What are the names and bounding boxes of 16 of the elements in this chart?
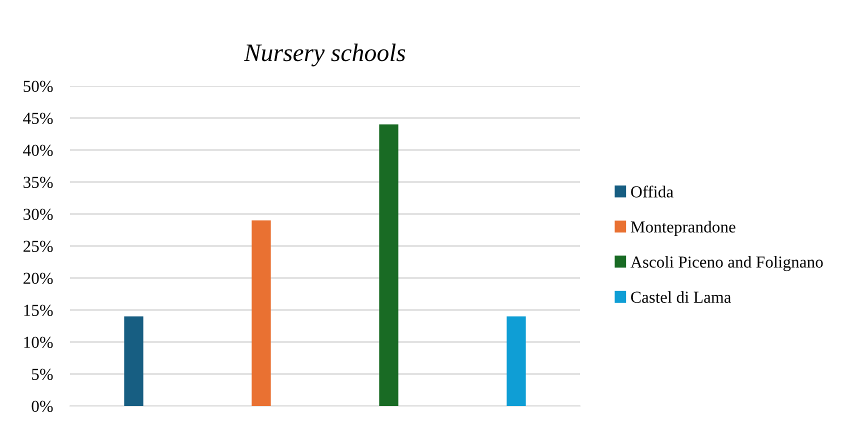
y-tick-label: 15%	[24, 304, 53, 316]
y-tick-label: 40%	[23, 144, 53, 156]
y-tick-label: 25%	[24, 240, 53, 252]
legend-label: Monteprandone	[630, 220, 736, 236]
y-tick-label: 5%	[32, 368, 53, 380]
y-tick-label: 0%	[32, 400, 53, 412]
y-tick-label: 35%	[24, 176, 53, 188]
legend-label: Castel di Lama	[631, 291, 732, 303]
legend-label: Offida	[631, 186, 674, 198]
chart-title: Nursery schools	[244, 44, 406, 66]
y-tick-label: 30%	[24, 208, 53, 220]
legend-label: Ascoli Piceno and Folignano	[630, 256, 823, 272]
y-tick-label: 50%	[24, 80, 53, 92]
y-tick-label: 20%	[24, 272, 53, 284]
y-tick-label: 10%	[24, 336, 53, 348]
y-tick-label: 45%	[23, 112, 53, 124]
